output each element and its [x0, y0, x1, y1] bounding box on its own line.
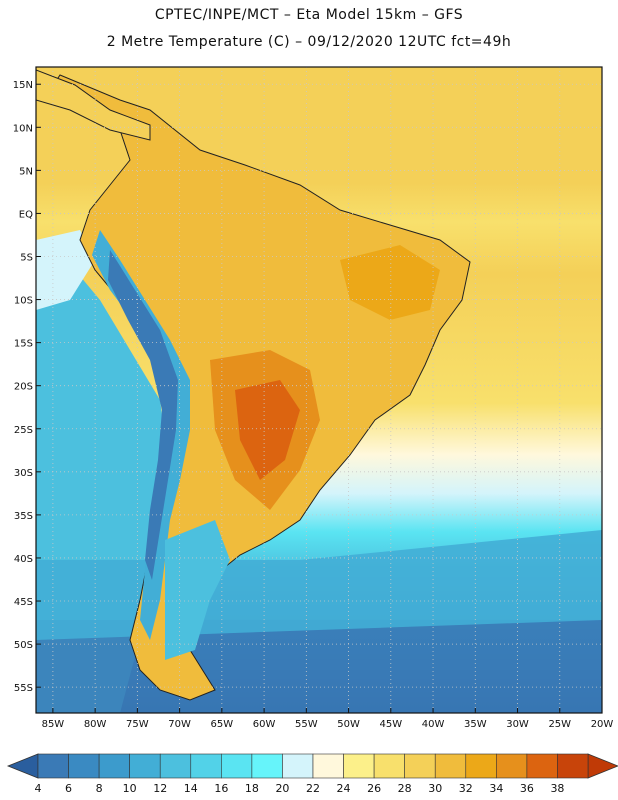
lat-tick-label: 50S: [14, 640, 33, 651]
colorbar-label: 20: [275, 782, 289, 795]
colorbar-label: 16: [214, 782, 228, 795]
lon-tick-label: 65W: [211, 719, 234, 730]
lat-tick-label: 5S: [20, 252, 33, 263]
colorbar-label: 14: [184, 782, 198, 795]
lon-tick-label: 80W: [84, 719, 107, 730]
colorbar-swatch: [251, 753, 283, 779]
lat-tick-label: 30S: [14, 468, 33, 479]
lon-tick-label: 85W: [42, 719, 65, 730]
hot-region-core: [235, 380, 300, 480]
andes-cold-strip: [92, 230, 190, 640]
colorbar-swatch: [282, 753, 314, 779]
colorbar-label: 10: [123, 782, 137, 795]
colorbar-swatch: [496, 753, 528, 779]
lat-tick-label: 10N: [13, 123, 33, 134]
colorbar-swatch: [526, 753, 558, 779]
lat-tick-label: 10S: [14, 296, 33, 307]
patagonia-cool: [165, 520, 230, 660]
lon-tick-label: 35W: [464, 719, 487, 730]
lon-tick-label: 30W: [506, 719, 529, 730]
lon-tick-label: 60W: [253, 719, 276, 730]
title-line-2: 2 Metre Temperature (C) – 09/12/2020 12U…: [106, 34, 512, 50]
colorbar-swatch: [68, 753, 100, 779]
colorbar-label: 32: [459, 782, 473, 795]
colorbar-low-arrow: [6, 753, 39, 779]
lat-tick-label: 40S: [14, 554, 33, 565]
colorbar-swatch: [404, 753, 436, 779]
title-line-1: CPTEC/INPE/MCT – Eta Model 15km – GFS: [154, 7, 464, 23]
colorbar-label: 12: [153, 782, 167, 795]
lat-tick-label: 35S: [14, 511, 33, 522]
colorbar-label: 38: [550, 782, 564, 795]
colorbar-swatch: [373, 753, 405, 779]
colorbar-swatch: [221, 753, 253, 779]
colorbar-label: 34: [489, 782, 503, 795]
colorbar-label: 8: [96, 782, 103, 795]
central-america-land: [36, 69, 151, 141]
lat-tick-label: 25S: [14, 425, 33, 436]
colorbar-swatch: [312, 753, 344, 779]
lat-tick-label: 5N: [19, 166, 33, 177]
latitude-axis: 15N 10N 5N EQ 5S 10S 15S 20S 25S 30S 35S 40S 45S 50S 5…: [13, 80, 41, 694]
colorbar-high-arrow: [587, 753, 618, 779]
colorbar-label: 26: [367, 782, 381, 795]
lon-tick-label: 45W: [379, 719, 402, 730]
colorbar-swatch: [343, 753, 375, 779]
colorbar-label: 22: [306, 782, 320, 795]
colorbar-label: 28: [398, 782, 412, 795]
plot-frame: [35, 66, 603, 714]
andes-peaks: [108, 250, 178, 580]
colorbar-label: 18: [245, 782, 259, 795]
lon-tick-label: 40W: [422, 719, 445, 730]
lat-tick-label: 20S: [14, 382, 33, 393]
pacific-cool-band: [36, 230, 95, 310]
lon-tick-label: 20W: [591, 719, 614, 730]
colorbar-swatch: [465, 753, 497, 779]
colorbar-swatch: [129, 753, 161, 779]
colorbar-swatch: [159, 753, 192, 779]
colorbar-swatch: [98, 753, 130, 779]
colorbar-label: 24: [337, 782, 351, 795]
colorbar-swatch: [37, 753, 69, 779]
lon-tick-label: 25W: [548, 719, 571, 730]
lat-tick-label: EQ: [19, 209, 33, 220]
colorbar-swatch: [190, 753, 222, 779]
map-plot-area: [36, 67, 602, 713]
lat-tick-label: 45S: [14, 597, 33, 608]
hot-region-northeast: [340, 245, 440, 320]
lon-tick-label: 75W: [126, 719, 149, 730]
lon-tick-label: 55W: [295, 719, 318, 730]
longitude-axis: 85W 80W 75W 70W 65W 60W 55W 50W 45W 40W 35W 30W 25W 2…: [42, 708, 614, 730]
colorbar-swatch: [434, 753, 467, 779]
colorbar-label: 6: [65, 782, 72, 795]
lat-tick-label: 15N: [13, 80, 33, 91]
colorbar-label: 36: [520, 782, 534, 795]
colorbar: 4 6 8 10 12 14 16 18 20 22 24 26 28 30 32 34 36 38: [6, 753, 618, 795]
lon-tick-label: 70W: [168, 719, 191, 730]
colorbar-swatch: [557, 753, 589, 779]
colorbar-label: 30: [428, 782, 442, 795]
colorbar-label: 4: [35, 782, 42, 795]
lat-tick-label: 55S: [14, 683, 33, 694]
lat-tick-label: 15S: [14, 339, 33, 350]
lon-tick-label: 50W: [337, 719, 360, 730]
